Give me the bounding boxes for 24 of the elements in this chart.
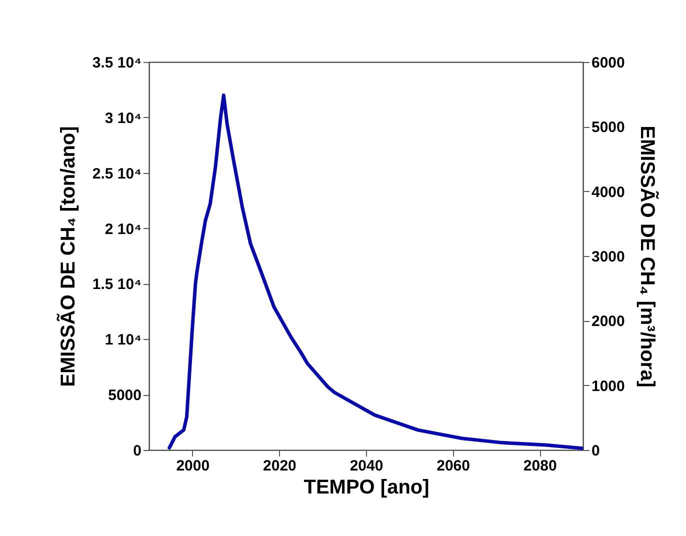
y-tick-label: 3.5 10⁴ [92,54,142,72]
x-tick-label: 2000 [176,458,210,474]
x-tick-label: 2060 [436,458,470,474]
y-tick-label: 2.5 10⁴ [92,165,142,182]
y-tick-label: 2 10⁴ [104,220,142,238]
x-tick-label: 2020 [263,458,296,474]
y2-tick-label: 1000 [592,378,625,395]
line-series [168,94,583,450]
x-axis-title: TEMPO [ano] [304,476,430,498]
y-tick-label: 3 10⁴ [104,110,142,127]
y-tick-label: 1 10⁴ [104,332,142,349]
y2-axis-title: EMISSÃO DE CH₄ [m³/hora] [636,126,659,388]
y2-tick-label: 6000 [592,54,625,72]
y-axis-title: EMISSÃO DE CH₄ [ton/ano] [56,126,80,387]
x-tick-label: 2040 [350,458,384,474]
y-tick-label: 0 [133,442,142,460]
y-tick-label: 1.5 10⁴ [92,276,142,294]
y-tick-label: 5000 [108,387,142,404]
y2-tick-label: 4000 [592,184,625,201]
y2-tick-label: 5000 [592,119,625,136]
y2-tick-label: 0 [592,442,600,460]
y2-tick-label: 3000 [592,248,625,266]
y2-tick-label: 2000 [592,313,625,330]
x-tick-label: 2080 [523,458,557,474]
